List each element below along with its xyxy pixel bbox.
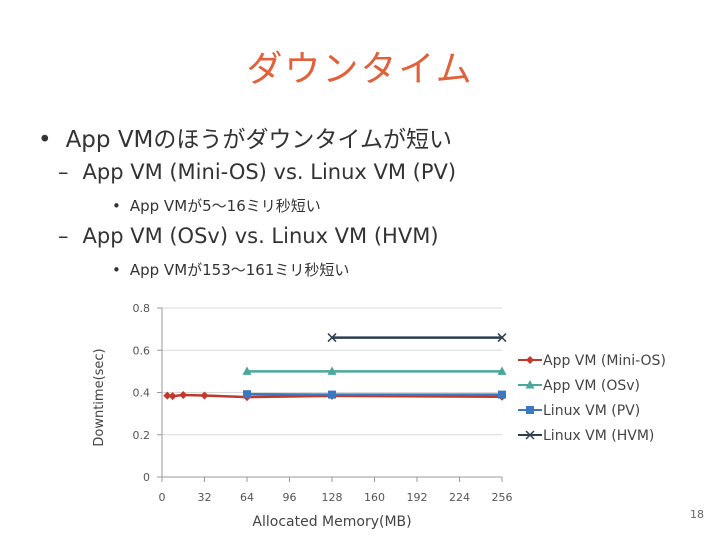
legend-marker (526, 356, 534, 364)
legend-label: Linux VM (HVM) (543, 428, 654, 444)
bullet-detail-osv: • App VMが153～161ミリ秒短い (112, 259, 349, 280)
legend-marker (525, 430, 535, 440)
data-point (179, 391, 188, 400)
bullet-main: • App VMのほうがダウンタイムが短い (38, 120, 452, 154)
bullet-marker: – (58, 160, 69, 184)
x-stroke (497, 333, 507, 343)
legend-label: Linux VM (PV) (543, 403, 640, 419)
bullet-marker: • (112, 261, 121, 279)
bullet-text: App VMが153～161ミリ秒短い (129, 261, 350, 279)
x-tick-label: 64 (240, 491, 254, 504)
bullet-sub-osv: – App VM (OSv) vs. Linux VM (HVM) (58, 224, 439, 248)
y-tick-label: 0.4 (133, 387, 151, 400)
x-stroke (327, 333, 337, 343)
page-number: 18 (690, 508, 704, 521)
data-point (200, 391, 209, 400)
data-point (498, 390, 506, 399)
bullet-text: App VMのほうがダウンタイムが短い (65, 127, 452, 153)
bullet-marker: • (112, 197, 121, 215)
data-point (163, 391, 172, 400)
legend-label: App VM (Mini-OS) (543, 353, 666, 369)
x-axis-title: Allocated Memory(MB) (252, 514, 411, 530)
bullet-marker: – (58, 224, 69, 248)
bullet-text: App VM (OSv) vs. Linux VM (HVM) (82, 224, 439, 248)
y-tick-label: 0 (143, 471, 150, 484)
y-tick-label: 0.2 (133, 429, 151, 442)
data-point (497, 333, 507, 343)
data-point (168, 392, 177, 401)
data-point (243, 390, 251, 399)
bullet-marker: • (38, 127, 52, 153)
x-tick-label: 96 (283, 491, 297, 504)
data-point (328, 390, 336, 399)
x-tick-label: 192 (407, 491, 428, 504)
slide-title: ダウンタイム (246, 49, 474, 90)
data-point (327, 366, 337, 375)
bullet-text: App VM (Mini-OS) vs. Linux VM (PV) (82, 160, 457, 184)
x-tick-label: 256 (492, 491, 513, 504)
x-tick-label: 128 (322, 491, 343, 504)
data-point (242, 366, 252, 375)
bullet-text: App VMが5～16ミリ秒短い (129, 197, 321, 215)
bullet-detail-miniOS: • App VMが5～16ミリ秒短い (112, 195, 321, 216)
y-tick-label: 0.8 (133, 302, 151, 315)
x-tick-label: 32 (198, 491, 212, 504)
bullet-sub-miniOS: – App VM (Mini-OS) vs. Linux VM (PV) (58, 160, 456, 184)
x-tick-label: 0 (159, 491, 166, 504)
legend-marker (525, 380, 535, 389)
y-tick-label: 0.6 (133, 344, 151, 357)
x-stroke (525, 430, 535, 440)
data-point (327, 333, 337, 343)
x-tick-label: 160 (364, 491, 385, 504)
x-tick-label: 224 (449, 491, 470, 504)
legend-label: App VM (OSv) (543, 378, 640, 394)
y-axis-title: Downtime(sec) (92, 348, 107, 446)
data-point (497, 366, 507, 375)
legend-marker (526, 406, 534, 414)
